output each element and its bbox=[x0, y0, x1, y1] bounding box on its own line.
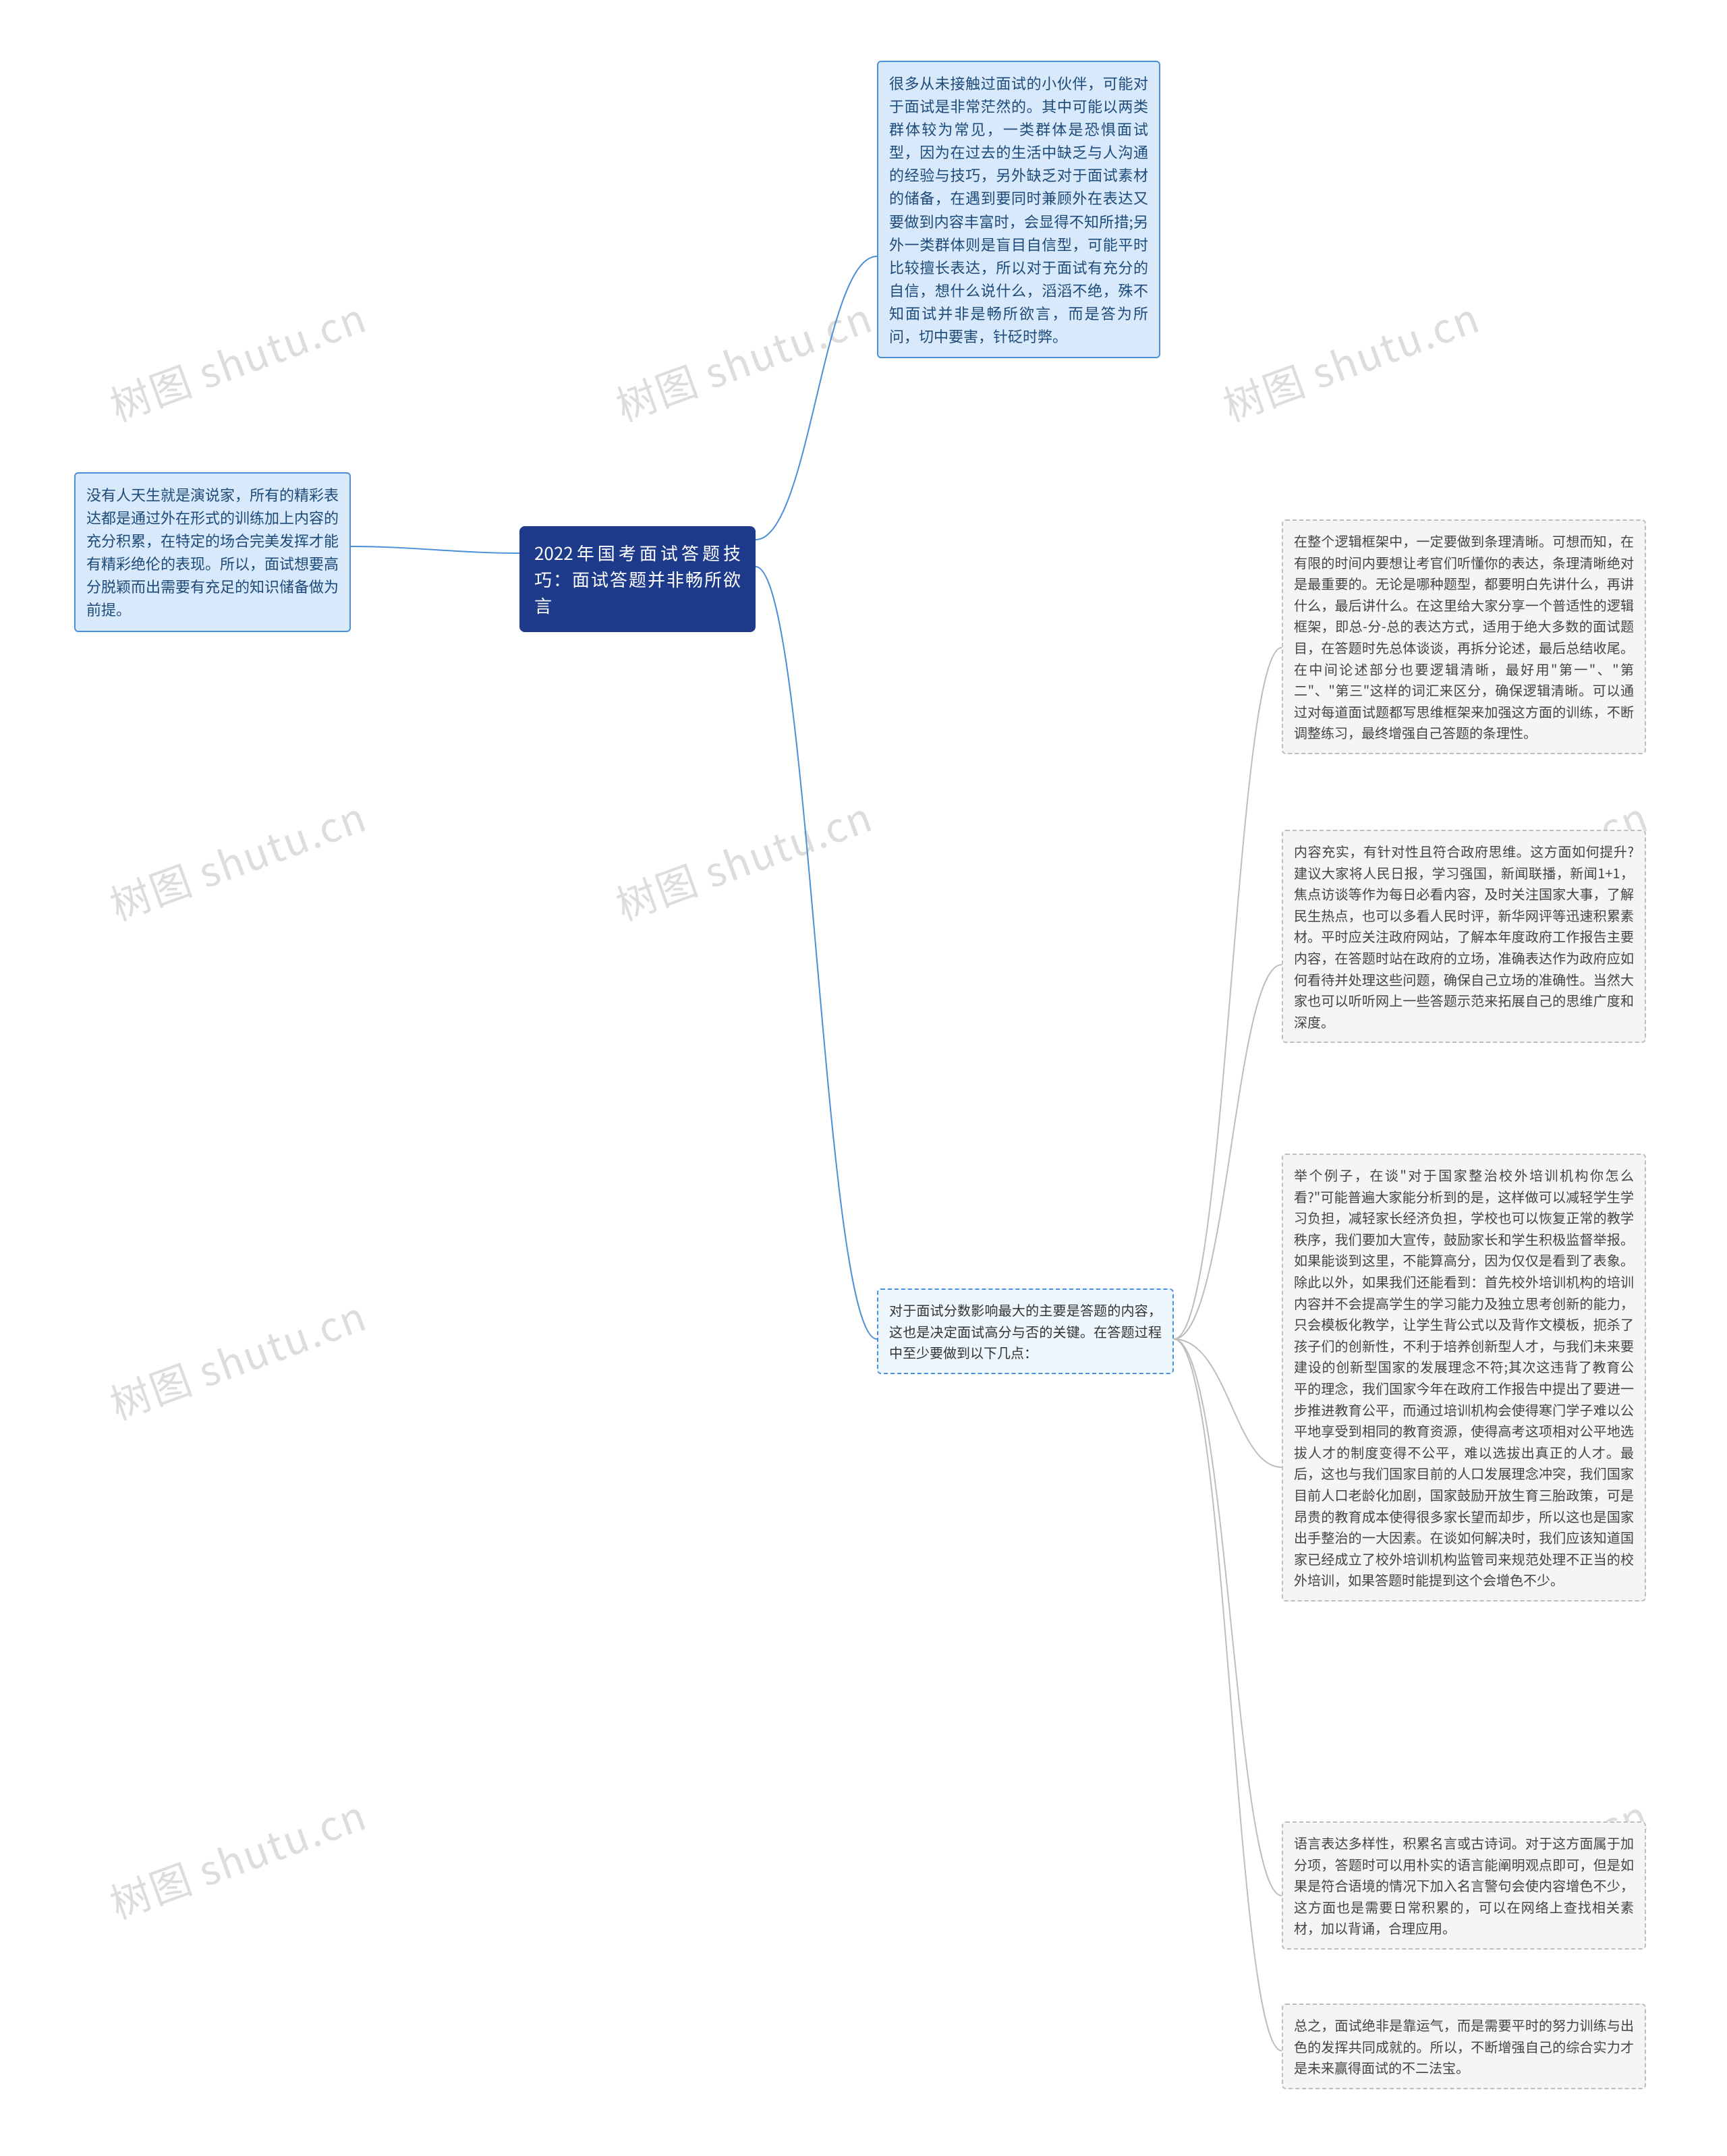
connector bbox=[1174, 1339, 1282, 1467]
watermark: 树图 shutu.cn bbox=[1214, 286, 1487, 433]
mindmap-node-left: 没有人天生就是演说家，所有的精彩表达都是通过外在形式的训练加上内容的充分积累，在… bbox=[74, 472, 351, 632]
mindmap-node-point-3: 举个例子，在谈"对于国家整治校外培训机构你怎么看?"可能普遍大家能分析到的是，这… bbox=[1282, 1154, 1646, 1601]
connector bbox=[351, 546, 519, 553]
watermark: 树图 shutu.cn bbox=[101, 785, 374, 932]
connector bbox=[1174, 965, 1282, 1339]
watermark: 树图 shutu.cn bbox=[101, 286, 374, 433]
mindmap-node-key-points: 对于面试分数影响最大的主要是答题的内容，这也是决定面试高分与否的关键。在答题过程… bbox=[877, 1288, 1174, 1374]
mindmap-node-point-2: 内容充实，有针对性且符合政府思维。这方面如何提升?建议大家将人民日报，学习强国，… bbox=[1282, 830, 1646, 1043]
connector bbox=[756, 567, 877, 1339]
connector bbox=[1174, 1339, 1282, 1896]
mindmap-node-intro: 很多从未接触过面试的小伙伴，可能对于面试是非常茫然的。其中可能以两类群体较为常见… bbox=[877, 61, 1160, 358]
connector bbox=[1174, 648, 1282, 1339]
watermark: 树图 shutu.cn bbox=[607, 785, 880, 932]
connector bbox=[1174, 1339, 1282, 2051]
watermark: 树图 shutu.cn bbox=[101, 1284, 374, 1431]
watermark: 树图 shutu.cn bbox=[607, 286, 880, 433]
watermark: 树图 shutu.cn bbox=[101, 1784, 374, 1931]
mindmap-node-point-4: 语言表达多样性，积累名言或古诗词。对于这方面属于加分项，答题时可以用朴实的语言能… bbox=[1282, 1821, 1646, 1950]
connector bbox=[756, 256, 877, 540]
mindmap-node-point-5: 总之，面试绝非是靠运气，而是需要平时的努力训练与出色的发挥共同成就的。所以，不断… bbox=[1282, 2004, 1646, 2089]
mindmap-node-point-1: 在整个逻辑框架中，一定要做到条理清晰。可想而知，在有限的时间内要想让考官们听懂你… bbox=[1282, 519, 1646, 754]
mindmap-root: 2022年国考面试答题技巧：面试答题并非畅所欲言 bbox=[519, 526, 756, 632]
